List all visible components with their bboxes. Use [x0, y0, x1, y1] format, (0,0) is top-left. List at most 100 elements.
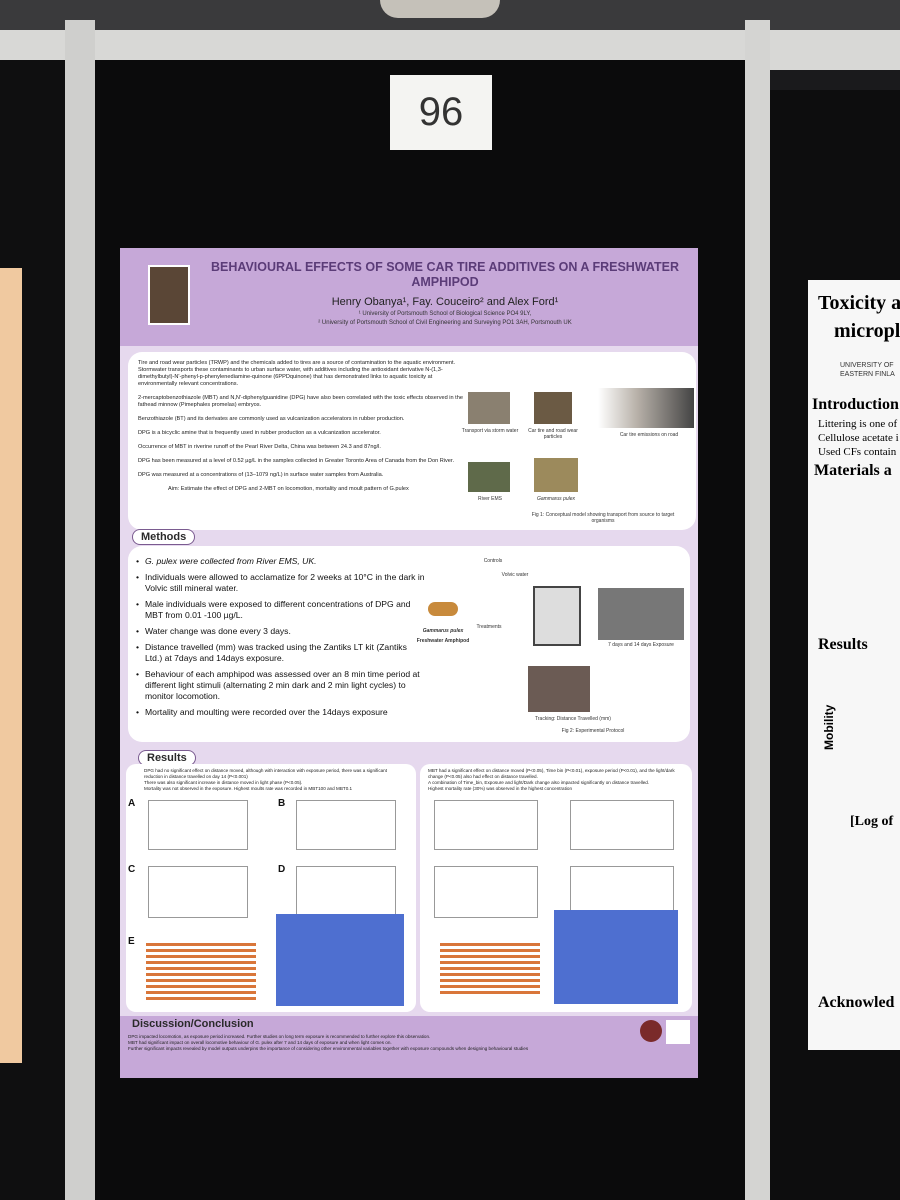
results-bullet: There was also significant increase in d…	[144, 780, 303, 785]
poster-title: BEHAVIOURAL EFFECTS OF SOME CAR TIRE ADD…	[210, 260, 680, 289]
line-plot	[570, 800, 674, 850]
figure-photo	[534, 458, 578, 492]
results-bullet: Highest mortality rate (30%) was observe…	[428, 786, 573, 791]
figure-photo	[598, 388, 694, 428]
methods-box: G. pulex were collected from River EMS, …	[128, 546, 690, 742]
discussion-bullet: MBT had significant impact on overall lo…	[128, 1040, 392, 1045]
stats-table	[554, 910, 678, 1004]
results-bullet: MBT had a significant effect on distance…	[428, 768, 675, 779]
line-plot	[434, 800, 538, 850]
author-photo	[148, 265, 190, 325]
bar-plot	[146, 940, 256, 1000]
stats-table	[276, 914, 404, 1006]
line-plot	[570, 866, 674, 918]
discussion-band	[120, 1016, 698, 1078]
intro-box: Tire and road wear particles (TRWP) and …	[128, 352, 696, 530]
results-bullet: DPG had no significant effect on distanc…	[144, 768, 388, 779]
neighbor-bullet: Cellulose acetate i	[818, 432, 899, 444]
figure-label: Car tire and road wear particles	[528, 428, 578, 440]
right-pillar	[745, 20, 770, 1200]
line-plot	[148, 800, 248, 850]
neighbor-title: Toxicity a	[818, 292, 900, 314]
intro-paragraph: DPG was measured at a concentrations of …	[138, 472, 384, 478]
neighbor-axis-label: Mobility	[822, 704, 836, 750]
figure-label: Transport via storm water	[461, 428, 519, 434]
affiliation: ¹ University of Portsmouth School of Bio…	[358, 311, 532, 317]
zantiks-unit	[533, 586, 581, 646]
results-bullet: A combination of Time_bin, Exposure and …	[428, 780, 650, 785]
university: EASTERN FINLA	[840, 371, 895, 378]
intro-paragraph: 2-mercaptobenzothiazole (MBT) and N,N'-d…	[138, 395, 463, 408]
line-plot	[148, 866, 248, 918]
figure-label: Car tire emissions on road	[619, 432, 679, 438]
intro-paragraph: Tire and road wear particles (TRWP) and …	[138, 360, 456, 387]
figure-label: Controls	[483, 558, 503, 564]
results-bullet: Mortality was not observed in the exposu…	[144, 786, 353, 791]
methods-list: G. pulex were collected from River EMS, …	[136, 556, 426, 723]
figure-photo	[468, 462, 510, 492]
logo	[640, 1020, 662, 1042]
methods-bullet: Water change was done every 3 days.	[136, 626, 426, 637]
placard: 96	[390, 75, 492, 150]
line-plot	[296, 800, 396, 850]
figure-photo	[534, 392, 572, 424]
intro-text: Tire and road wear particles (TRWP) and …	[138, 360, 463, 493]
results-left: DPG had no significant effect on distanc…	[126, 764, 416, 1012]
neighbor-title: micropl	[834, 320, 900, 342]
discussion-text: DPG impacted locomotion, as exposure per…	[128, 1034, 628, 1052]
figure-label: Freshwater Amphipod	[416, 638, 470, 644]
tracking-plate	[528, 666, 590, 712]
panel-letter: A	[128, 798, 136, 809]
affiliation: ² University of Portsmouth School of Civ…	[318, 320, 572, 326]
intro-paragraph: DPG is a bicyclic amine that is frequent…	[138, 430, 381, 436]
neighbor-bullet: Littering is one of	[818, 418, 898, 430]
methods-bullet: Mortality and moulting were recorded ove…	[136, 707, 426, 718]
figure-label: Gammarus pulex	[536, 496, 576, 502]
placard-number: 96	[418, 90, 464, 134]
neighbor-poster: Toxicity a micropl UNIVERSITY OF EASTERN…	[808, 280, 900, 1050]
left-poster-edge	[0, 268, 22, 1063]
figure-photo	[598, 588, 684, 640]
intro-paragraph: DPG has been measured at a level of 0.52…	[138, 458, 455, 464]
methods-bullet: Behaviour of each amphipod was assessed …	[136, 669, 426, 702]
figure-label: Gammarus pulex	[422, 628, 464, 634]
neighbor-heading: Acknowled	[818, 994, 895, 1011]
neighbor-heading: Materials a	[814, 462, 892, 479]
panel-letter: D	[278, 864, 286, 875]
panel-letter: B	[278, 798, 286, 809]
methods-bullet: Individuals were allowed to acclamatize …	[136, 572, 426, 594]
neighbor-axis-label: [Log of	[850, 814, 894, 829]
university: UNIVERSITY OF	[840, 362, 894, 369]
methods-bullet: Distance travelled (mm) was tracked usin…	[136, 642, 426, 664]
neighbor-bullet: Used CFs contain	[818, 446, 897, 458]
results-right: MBT had a significant effect on distance…	[420, 764, 692, 1012]
bar-plot	[440, 940, 540, 996]
left-pillar	[65, 20, 95, 1200]
figure-label: Treatments	[476, 624, 502, 630]
figure-label: Tracking: Distance Travelled (mm)	[535, 716, 611, 722]
aim: Aim: Estimate the effect of DPG and 2-MB…	[168, 486, 409, 492]
intro-paragraph: Occurrence of MBT in riverine runoff of …	[138, 444, 381, 450]
intro-paragraph: Benzothiazole (BT) and its derivates are…	[138, 416, 405, 422]
figure-label: Volvic water	[501, 572, 529, 578]
results-text: MBT had a significant effect on distance…	[428, 768, 686, 792]
neighbor-heading: Introduction	[812, 396, 899, 413]
panel-letter: E	[128, 936, 135, 947]
discussion-bullet: Further significant impacts revealed by …	[128, 1046, 529, 1051]
poster: BEHAVIOURAL EFFECTS OF SOME CAR TIRE ADD…	[120, 248, 698, 1078]
methods-bullet: G. pulex were collected from River EMS, …	[136, 556, 426, 567]
figure-caption: Fig 2: Experimental Protocol	[561, 728, 625, 734]
neighbor-heading: Results	[818, 636, 868, 653]
results-text: DPG had no significant effect on distanc…	[144, 768, 404, 792]
section-heading: Discussion/Conclusion	[132, 1018, 254, 1030]
discussion-bullet: DPG impacted locomotion, as exposure per…	[128, 1034, 431, 1039]
logo	[666, 1020, 690, 1044]
figure-caption: Fig 1: Conceptual model showing transpor…	[531, 512, 675, 524]
section-heading: Methods	[132, 529, 196, 545]
figure-label: 7 days and 14 days Exposure	[608, 642, 674, 648]
figure-label: River EMS	[478, 496, 502, 502]
methods-bullet: Male individuals were exposed to differe…	[136, 599, 426, 621]
poster-header	[120, 248, 698, 346]
amphipod	[428, 602, 458, 616]
